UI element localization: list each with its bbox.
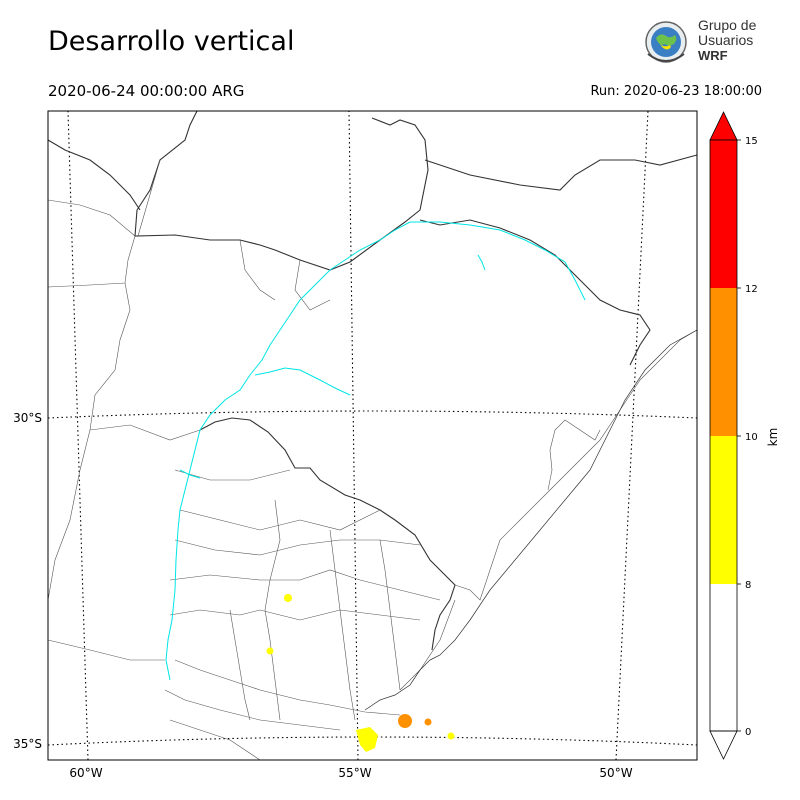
valid-time: 2020-06-24 00:00:00 ARG bbox=[48, 82, 245, 100]
colorbar-tick-0: 0 bbox=[745, 727, 751, 738]
cell-yellow bbox=[266, 647, 274, 655]
lon-label-60w: 60°W bbox=[69, 766, 102, 780]
map-background bbox=[48, 111, 697, 760]
meridian-50w bbox=[615, 110, 649, 761]
meridian-55w bbox=[348, 110, 359, 761]
map-border bbox=[47, 110, 698, 761]
wrf-group-logo: Grupo de Usuarios WRF bbox=[638, 16, 768, 72]
colorbar: 15 12 10 8 0 km bbox=[709, 111, 780, 760]
coastline bbox=[364, 329, 698, 711]
lat-label-35s: 35°S bbox=[13, 737, 42, 751]
colorbar-unit: km bbox=[766, 428, 780, 447]
lon-label-55w: 55°W bbox=[338, 766, 371, 780]
meridian-60w bbox=[67, 110, 89, 761]
lat-label-30s: 30°S bbox=[13, 411, 42, 425]
cell-yellow bbox=[356, 727, 378, 752]
colorbar-band-8-10 bbox=[710, 436, 737, 584]
colorbar-extend-min bbox=[709, 730, 738, 760]
colorbar-tick-8: 8 bbox=[745, 580, 751, 591]
lon-label-50w: 50°W bbox=[599, 766, 632, 780]
map-title: Desarrollo vertical bbox=[48, 26, 295, 57]
river-highlight bbox=[165, 221, 586, 681]
colorbar-band-0-8 bbox=[710, 584, 737, 731]
run-time: Run: 2020-06-23 18:00:00 bbox=[590, 84, 762, 99]
cell-orange bbox=[424, 718, 432, 726]
map-panel bbox=[47, 110, 698, 761]
logo-text: Grupo de Usuarios WRF bbox=[698, 17, 757, 64]
colorbar-tick-10: 10 bbox=[745, 432, 758, 443]
cell-yellow bbox=[284, 594, 292, 602]
cell-yellow bbox=[447, 732, 455, 740]
colorbar-tick-12: 12 bbox=[745, 284, 758, 295]
admin-borders bbox=[47, 159, 698, 761]
country-borders bbox=[47, 110, 698, 651]
colorbar-band-10-12 bbox=[710, 288, 737, 436]
cell-orange bbox=[398, 714, 412, 728]
colorbar-extend-max bbox=[709, 111, 738, 141]
cloud-cells bbox=[266, 594, 455, 752]
colorbar-tick-15: 15 bbox=[745, 136, 758, 147]
axis-labels: 60°W 55°W 50°W 30°S 35°S bbox=[13, 411, 633, 780]
wrf-globe-icon bbox=[645, 21, 687, 63]
colorbar-band-12-15 bbox=[710, 140, 737, 288]
colorbar-outline bbox=[709, 139, 738, 732]
parallel-30s bbox=[47, 410, 698, 419]
